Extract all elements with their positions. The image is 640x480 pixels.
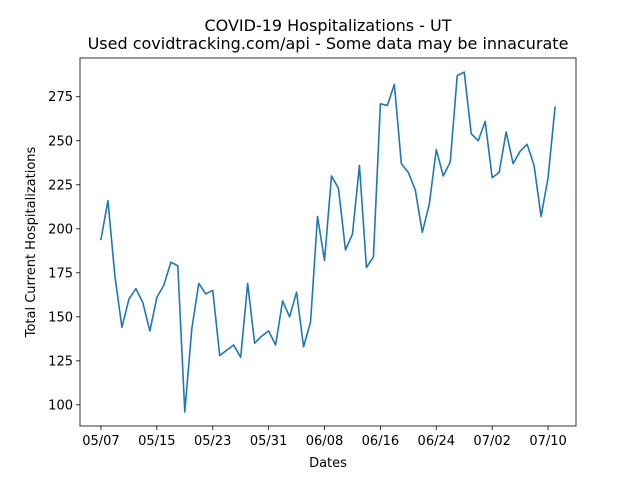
x-tick-label: 05/15	[138, 434, 175, 449]
y-axis-ticks: 100 125 150 175 200 225 250 275	[48, 90, 80, 413]
chart-title: COVID-19 Hospitalizations - UT	[204, 16, 451, 35]
y-tick-label: 175	[48, 266, 73, 281]
x-axis-ticks: 05/07 05/15 05/23 05/31 06/08 06/16 06/24 07/02…	[82, 426, 567, 449]
x-tick-label: 07/02	[473, 434, 510, 449]
chart-subtitle: Used covidtracking.com/api - Some data m…	[88, 34, 569, 53]
series-line	[100, 71, 556, 413]
x-tick-label: 07/10	[529, 434, 566, 449]
x-axis-label: Dates	[309, 456, 347, 471]
y-axis-label: Total Current Hospitalizations	[24, 146, 39, 338]
x-tick-label: 06/08	[306, 434, 343, 449]
y-tick-label: 150	[48, 310, 73, 325]
x-tick-label: 06/16	[362, 434, 399, 449]
y-tick-label: 125	[48, 354, 73, 369]
x-tick-label: 05/31	[250, 434, 287, 449]
y-tick-label: 100	[48, 398, 73, 413]
x-tick-label: 06/24	[418, 434, 455, 449]
y-tick-label: 250	[48, 134, 73, 149]
plot-area-frame	[79, 57, 577, 427]
y-tick-label: 275	[48, 90, 73, 105]
x-tick-label: 05/07	[82, 434, 119, 449]
y-tick-label: 225	[48, 178, 73, 193]
y-tick-label: 200	[48, 222, 73, 237]
x-tick-label: 05/23	[194, 434, 231, 449]
